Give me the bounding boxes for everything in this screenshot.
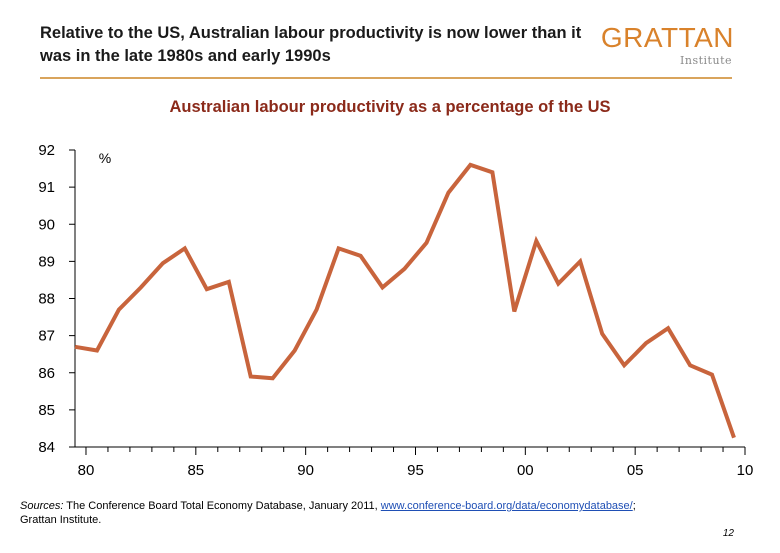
y-tick-label: 89 — [38, 253, 55, 270]
y-tick-label: 86 — [38, 365, 55, 382]
y-tick-label: 92 — [38, 142, 55, 159]
sources-prefix: Sources: — [20, 500, 64, 512]
sources-text: The Conference Board Total Economy Datab… — [66, 500, 378, 512]
y-tick-label: 90 — [38, 216, 55, 233]
x-tick-label: 90 — [297, 462, 314, 479]
logo-wordmark: GRATTAN — [600, 22, 734, 53]
page-title: Relative to the US, Australian labour pr… — [40, 24, 582, 65]
header-divider — [40, 77, 732, 79]
grattan-logo: GRATTAN Institute — [600, 22, 734, 72]
y-tick-label: 87 — [38, 328, 55, 345]
line-chart: 84 85 86 87 88 89 90 91 92 80 85 90 95 00 05 10% — [38, 142, 754, 479]
y-tick-label: 91 — [38, 179, 55, 196]
x-tick-label: 95 — [407, 462, 424, 479]
x-tick-label: 80 — [78, 462, 95, 479]
sources-line2: Grattan Institute. — [20, 514, 102, 526]
logo-subtitle: Institute — [680, 54, 732, 67]
series-line — [74, 162, 736, 439]
page-number: 12 — [722, 528, 734, 539]
sources-link[interactable]: www.conference-board.org/data/economydat… — [380, 500, 633, 512]
x-tick-label: 05 — [627, 462, 644, 479]
unit-label: % — [99, 150, 111, 166]
x-tick-label: 00 — [517, 462, 534, 479]
x-tick-label: 10 — [737, 462, 754, 479]
x-tick-label: 85 — [187, 462, 204, 479]
y-tick-label: 88 — [38, 291, 55, 308]
sources-note: Sources: The Conference Board Total Econ… — [20, 499, 720, 527]
sources-suffix: ; — [632, 500, 636, 512]
y-tick-label: 84 — [38, 439, 55, 456]
chart-title: Australian labour productivity as a perc… — [169, 98, 611, 116]
y-tick-label: 85 — [38, 402, 55, 419]
